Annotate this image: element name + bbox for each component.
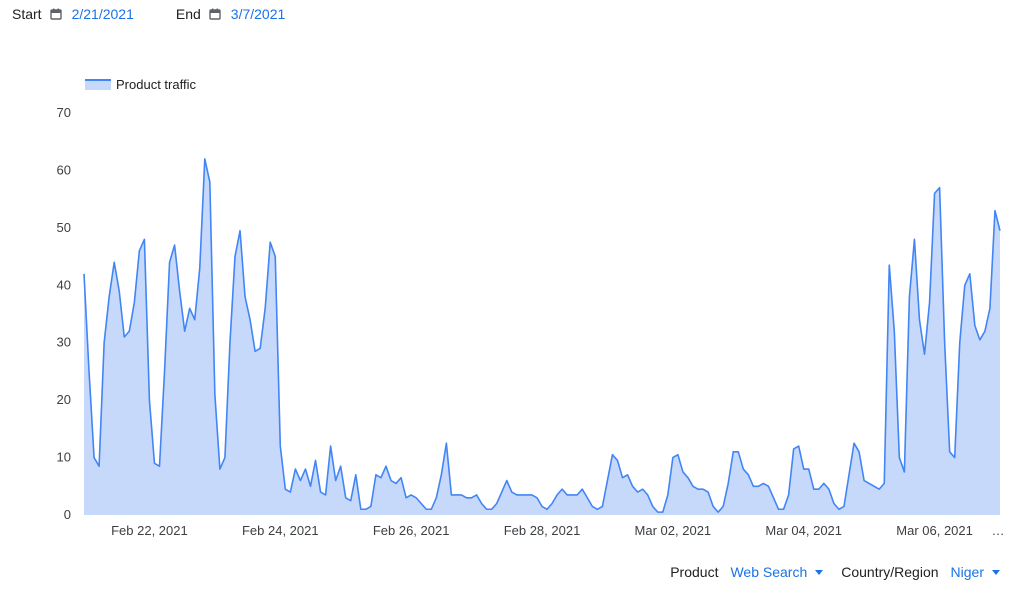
calendar-icon[interactable] [209,8,221,20]
start-date-picker[interactable]: 2/21/2021 [71,6,134,22]
x-tick-label: Feb 24, 2021 [242,523,319,538]
y-tick-label: 50 [57,220,71,235]
y-tick-label: 0 [64,507,71,522]
plot-area [83,158,1001,515]
calendar-icon[interactable] [49,8,62,20]
y-tick-label: 30 [57,335,71,350]
x-tick-label: Mar 06, 2021 [896,523,973,538]
product-dropdown[interactable]: Web Search [730,564,824,580]
x-tick-label: Feb 26, 2021 [373,523,450,538]
legend-swatch [85,79,111,90]
dropdown-arrow-icon [815,569,824,575]
series-area [84,158,1000,515]
x-axis: Feb 22, 2021 Feb 24, 2021 Feb 26, 2021 Feb … [111,523,1004,538]
chart-legend[interactable]: Product traffic [85,77,196,92]
y-tick-label: 20 [57,392,71,407]
region-dropdown[interactable]: Niger [951,564,1000,580]
product-value: Web Search [730,564,808,580]
filter-bar: Product Web Search Country/Region Niger [670,564,1000,580]
series-line [83,158,1001,513]
y-tick-label: 60 [57,162,71,177]
traffic-chart: Product traffic 0 10 20 30 40 50 60 70 Feb 22, … [57,77,1005,538]
x-tick-label: Feb 28, 2021 [504,523,581,538]
end-date-picker[interactable]: 3/7/2021 [230,6,286,22]
y-axis: 0 10 20 30 40 50 60 70 [57,105,71,522]
x-tick-label: Mar 02, 2021 [635,523,712,538]
y-tick-label: 10 [57,450,71,465]
x-tick-label: Feb 22, 2021 [111,523,188,538]
start-label: Start [12,6,42,22]
product-label: Product [670,564,719,580]
dropdown-arrow-icon [992,569,1000,575]
y-tick-label: 40 [57,277,71,292]
x-tick-label: … [992,523,1005,538]
region-value: Niger [950,564,984,580]
end-label: End [175,6,201,22]
region-label: Country/Region [841,564,939,580]
x-tick-label: Mar 04, 2021 [765,523,842,538]
y-tick-label: 70 [57,105,71,120]
legend-label: Product traffic [116,77,196,92]
date-range-toolbar: Start 2/21/2021 End 3/7/2021 [12,6,327,22]
